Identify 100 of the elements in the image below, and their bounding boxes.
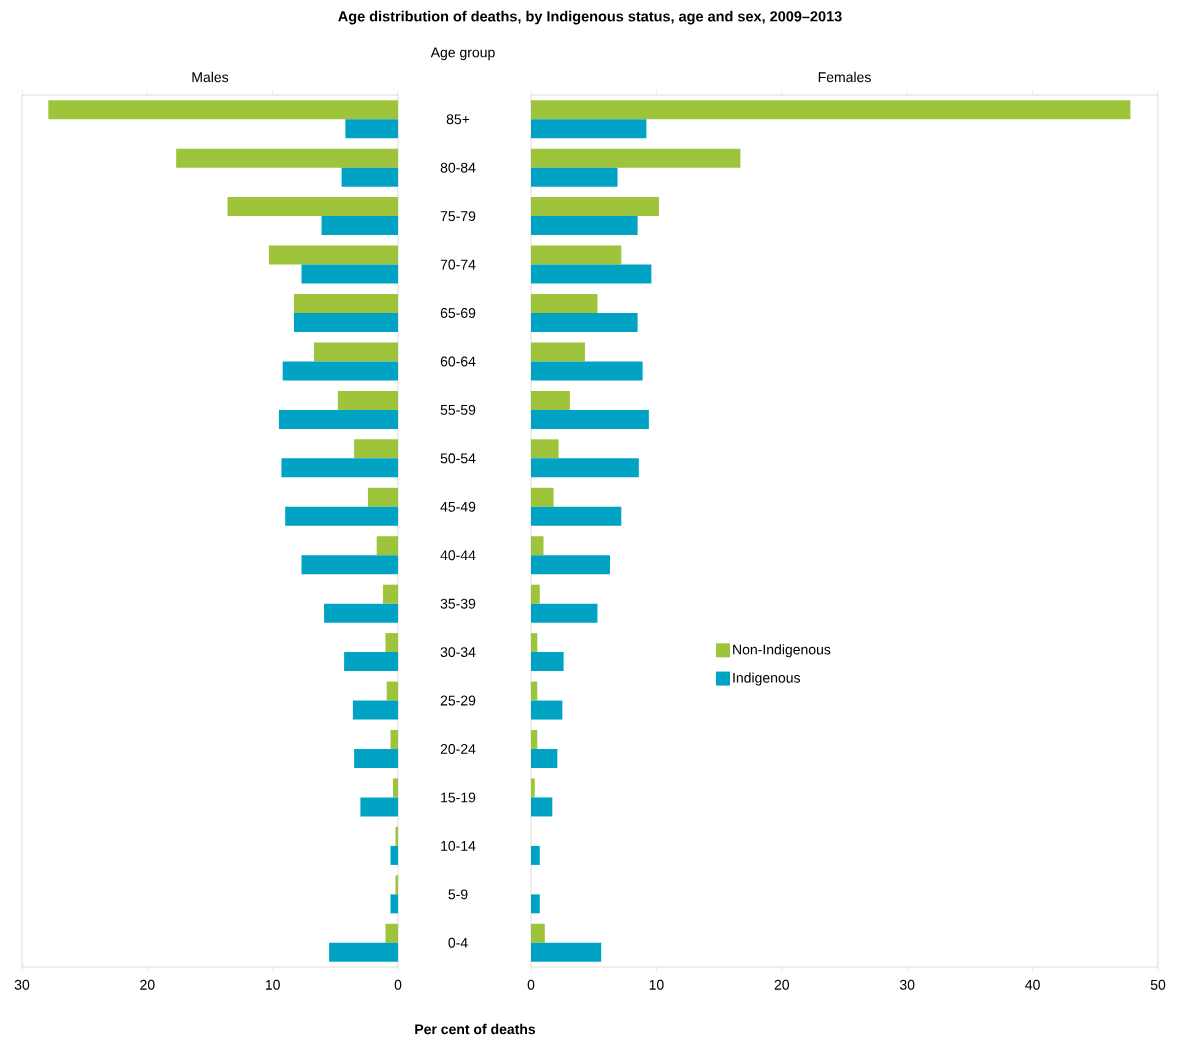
y-tick-label: 85+ xyxy=(446,114,470,125)
bar xyxy=(344,652,398,672)
x-tick-label: 40 xyxy=(1025,979,1040,990)
bar xyxy=(531,264,652,284)
bar xyxy=(531,216,638,236)
bar xyxy=(285,506,398,526)
chart-title: Age distribution of deaths, by Indigenous status, age and sex, 2009–2013 xyxy=(338,10,842,25)
y-tick-label: 70-74 xyxy=(440,259,476,270)
bar xyxy=(390,845,398,865)
y-tick-label: 25-29 xyxy=(440,695,476,706)
bar xyxy=(352,700,398,720)
bar xyxy=(395,826,398,846)
y-tick-label: 10-14 xyxy=(441,840,476,851)
bar xyxy=(385,923,398,943)
bar xyxy=(390,730,398,750)
x-tick-label: 10 xyxy=(265,979,280,990)
bar xyxy=(531,652,564,672)
bar xyxy=(345,119,398,139)
x-tick-label: 50 xyxy=(1150,979,1166,990)
x-tick-label: 0 xyxy=(527,979,535,990)
bar xyxy=(293,313,398,333)
bar xyxy=(367,487,398,507)
bar xyxy=(392,778,398,798)
bar xyxy=(531,458,639,478)
bar xyxy=(382,584,398,604)
y-tick-label: 55-59 xyxy=(440,404,476,415)
bar xyxy=(390,894,398,914)
bar xyxy=(354,439,398,459)
bar xyxy=(531,536,544,556)
bar xyxy=(531,439,559,459)
y-tick-label: 30-34 xyxy=(440,647,476,658)
bar xyxy=(329,942,398,962)
bar xyxy=(385,633,398,653)
chart-subtitle: Males xyxy=(192,71,229,83)
bar xyxy=(531,700,563,720)
y-tick-label: 45-49 xyxy=(440,501,476,512)
bar xyxy=(531,487,554,507)
y-tick-label: 50-54 xyxy=(440,453,476,464)
bar xyxy=(48,100,398,120)
bar xyxy=(531,845,540,865)
bar xyxy=(301,264,398,284)
bar xyxy=(531,390,570,410)
bar xyxy=(293,294,398,313)
legend-label: Indigenous xyxy=(733,672,801,686)
bar xyxy=(395,875,398,895)
bar xyxy=(268,245,398,265)
bar xyxy=(531,584,540,604)
bar xyxy=(227,197,398,217)
bar xyxy=(531,923,545,943)
y-tick-label: 75-79 xyxy=(440,211,476,222)
bar xyxy=(531,119,647,139)
bar xyxy=(531,555,611,575)
x-axis-title: Per cent of deaths xyxy=(415,1023,536,1035)
bar xyxy=(531,167,618,187)
bar xyxy=(301,555,398,575)
y-tick-label: 20-24 xyxy=(440,744,476,754)
x-tick-label: 30 xyxy=(899,979,915,990)
bar xyxy=(531,797,553,817)
legend-label: Non-Indigenous xyxy=(733,644,831,658)
bar xyxy=(281,458,398,478)
y-tick-label: 80-84 xyxy=(440,162,476,173)
x-tick-label: 10 xyxy=(649,979,664,990)
bar xyxy=(531,603,598,623)
bar xyxy=(354,749,398,769)
bar xyxy=(278,409,398,429)
bar xyxy=(360,797,398,817)
bar xyxy=(341,167,398,187)
y-tick-label: 40-44 xyxy=(440,550,476,561)
x-tick-label: 20 xyxy=(774,979,790,990)
bar xyxy=(386,681,398,701)
bar xyxy=(531,409,649,429)
y-tick-label: 0-4 xyxy=(448,937,468,948)
x-tick-label: 30 xyxy=(14,979,30,990)
y-tick-label: 60-64 xyxy=(440,356,476,367)
bar xyxy=(531,749,558,769)
y-tick-label: 35-39 xyxy=(440,598,476,609)
bar xyxy=(531,506,622,526)
bar xyxy=(282,361,398,381)
bar xyxy=(531,361,643,381)
x-tick-label: 0 xyxy=(394,979,402,990)
bar xyxy=(531,197,659,217)
bar xyxy=(531,313,638,333)
bar xyxy=(531,942,602,962)
bar xyxy=(321,216,398,236)
bar xyxy=(531,778,535,798)
bar xyxy=(531,633,538,653)
chart-subtitle: Females xyxy=(818,71,871,83)
bar xyxy=(531,894,540,914)
bar xyxy=(531,342,585,362)
bar xyxy=(531,148,741,168)
y-tick-label: 65-69 xyxy=(440,308,476,318)
x-tick-label: 20 xyxy=(140,979,155,990)
bar xyxy=(531,681,538,701)
bar xyxy=(531,100,1131,120)
bar xyxy=(531,245,622,265)
y-axis-title: Age group xyxy=(430,47,495,61)
y-tick-label: 5-9 xyxy=(448,889,468,900)
bar xyxy=(376,536,398,556)
bar xyxy=(324,603,398,623)
bar xyxy=(531,730,538,750)
